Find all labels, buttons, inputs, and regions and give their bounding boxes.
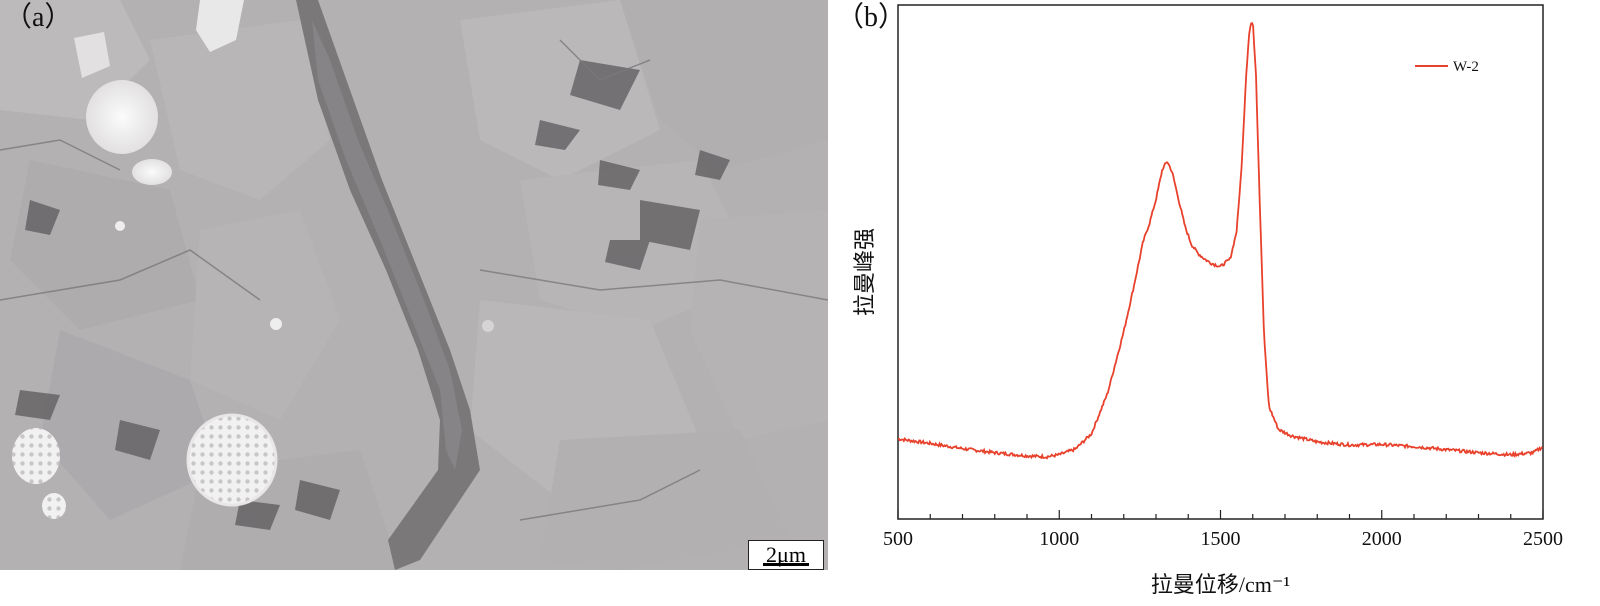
panel-a-label: （a） bbox=[4, 2, 73, 33]
panel-b-label: （b） bbox=[836, 2, 907, 33]
x-axis-ticks bbox=[897, 510, 1544, 519]
x-tick-label: 2500 bbox=[1523, 528, 1563, 550]
scale-bar-box: 2μm bbox=[748, 540, 824, 570]
sem-micrograph-image bbox=[0, 0, 828, 570]
plot-frame bbox=[897, 4, 1544, 520]
x-axis-tick-labels: 500 1000 1500 2000 2500 bbox=[883, 528, 1563, 550]
sem-image-panel: 2μm bbox=[0, 0, 828, 570]
legend-label-w-2: W-2 bbox=[1453, 59, 1479, 75]
x-tick-label: 500 bbox=[883, 528, 913, 550]
raman-spectrum-chart: 500 1000 1500 2000 2500 W-2 拉曼位移/cm⁻¹ 拉曼峰强 bbox=[852, 4, 1563, 597]
x-tick-label: 2000 bbox=[1362, 528, 1402, 550]
x-tick-label: 1000 bbox=[1039, 528, 1079, 550]
x-axis-label: 拉曼位移/cm⁻¹ bbox=[1151, 572, 1290, 597]
x-tick-label: 1500 bbox=[1201, 528, 1241, 550]
y-axis-label: 拉曼峰强 bbox=[852, 228, 877, 316]
series-line-w-2 bbox=[898, 21, 1544, 460]
scale-bar-line bbox=[763, 563, 809, 566]
scale-bar-label: 2μm bbox=[766, 542, 806, 567]
